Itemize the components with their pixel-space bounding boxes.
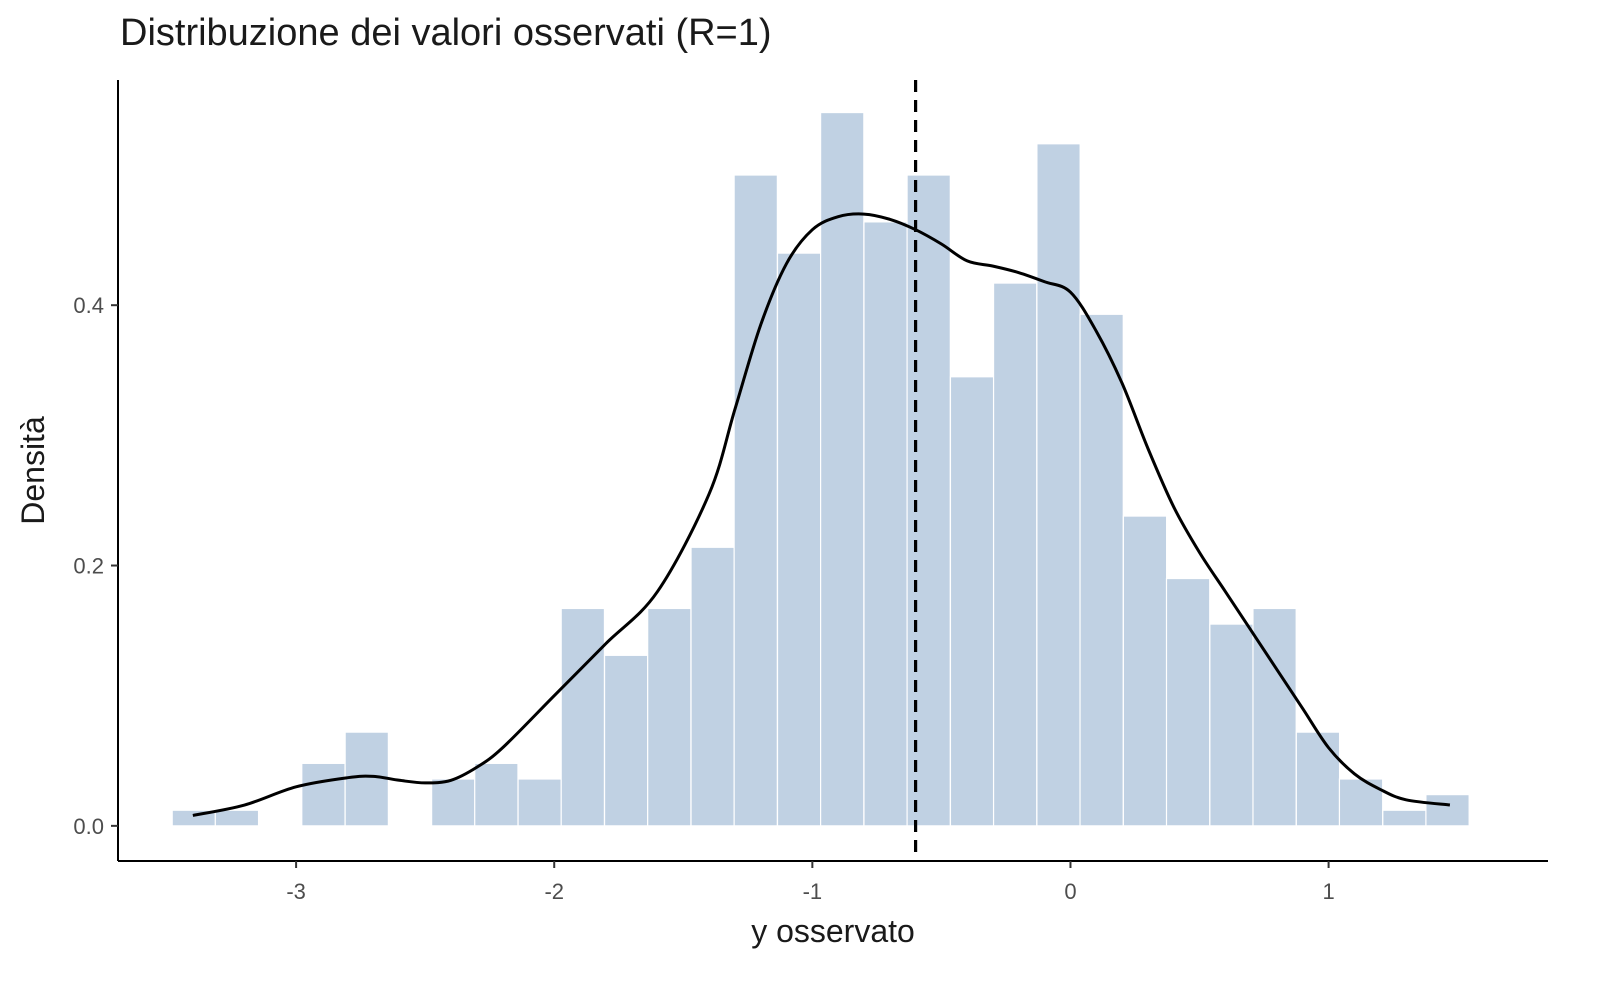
x-tick-label: -1 (803, 879, 823, 904)
density-curve (192, 212, 1451, 817)
x-tick-label: -2 (544, 879, 564, 904)
histogram-bar-20 (1036, 143, 1081, 827)
histogram-bar-22 (1122, 515, 1168, 827)
histogram-bar-15 (820, 111, 865, 827)
histogram-bar-10 (603, 654, 649, 827)
histogram-bar-26 (1295, 731, 1341, 827)
x-tick-label: 1 (1322, 879, 1334, 904)
y-tick-label: 0.4 (73, 293, 104, 318)
histogram-bar-7 (474, 762, 519, 827)
histogram-bar-28 (1382, 809, 1427, 827)
histogram-bar-11 (647, 607, 692, 827)
y-axis-title: Densità (15, 416, 51, 525)
histogram-bar-17 (906, 174, 951, 827)
histogram-bar-24 (1209, 623, 1254, 827)
histogram-bar-21 (1079, 313, 1124, 827)
histogram-bar-3 (301, 762, 346, 827)
histogram-bar-6 (431, 778, 476, 827)
histogram-bar-1 (214, 809, 260, 827)
histogram-bar-14 (776, 252, 822, 827)
histogram-bar-23 (1165, 577, 1211, 827)
histogram-bar-25 (1252, 607, 1297, 827)
histogram-bar-19 (992, 282, 1038, 827)
histogram-bar-12 (690, 546, 735, 827)
density-curve-layer (192, 212, 1451, 817)
histogram-bar-29 (1425, 794, 1470, 827)
x-tick-label: 0 (1064, 879, 1076, 904)
y-tick-label: 0.0 (73, 814, 104, 839)
chart-title: Distribuzione dei valori osservati (R=1) (120, 12, 772, 54)
histogram-bar-13 (733, 174, 778, 827)
histogram-bar-18 (949, 376, 995, 827)
axes: -3 -2 -1 0 1 0.0 0.2 0.4 y osservato Densità (15, 80, 1548, 949)
y-tick-label: 0.2 (73, 554, 104, 579)
histogram-bars (171, 111, 1470, 827)
x-tick-label: -3 (286, 879, 306, 904)
histogram-bar-4 (344, 731, 389, 827)
histogram-bar-16 (863, 221, 908, 827)
histogram-bar-8 (517, 778, 562, 827)
x-axis-title: y osservato (751, 913, 915, 949)
histogram-bar-9 (560, 607, 606, 827)
